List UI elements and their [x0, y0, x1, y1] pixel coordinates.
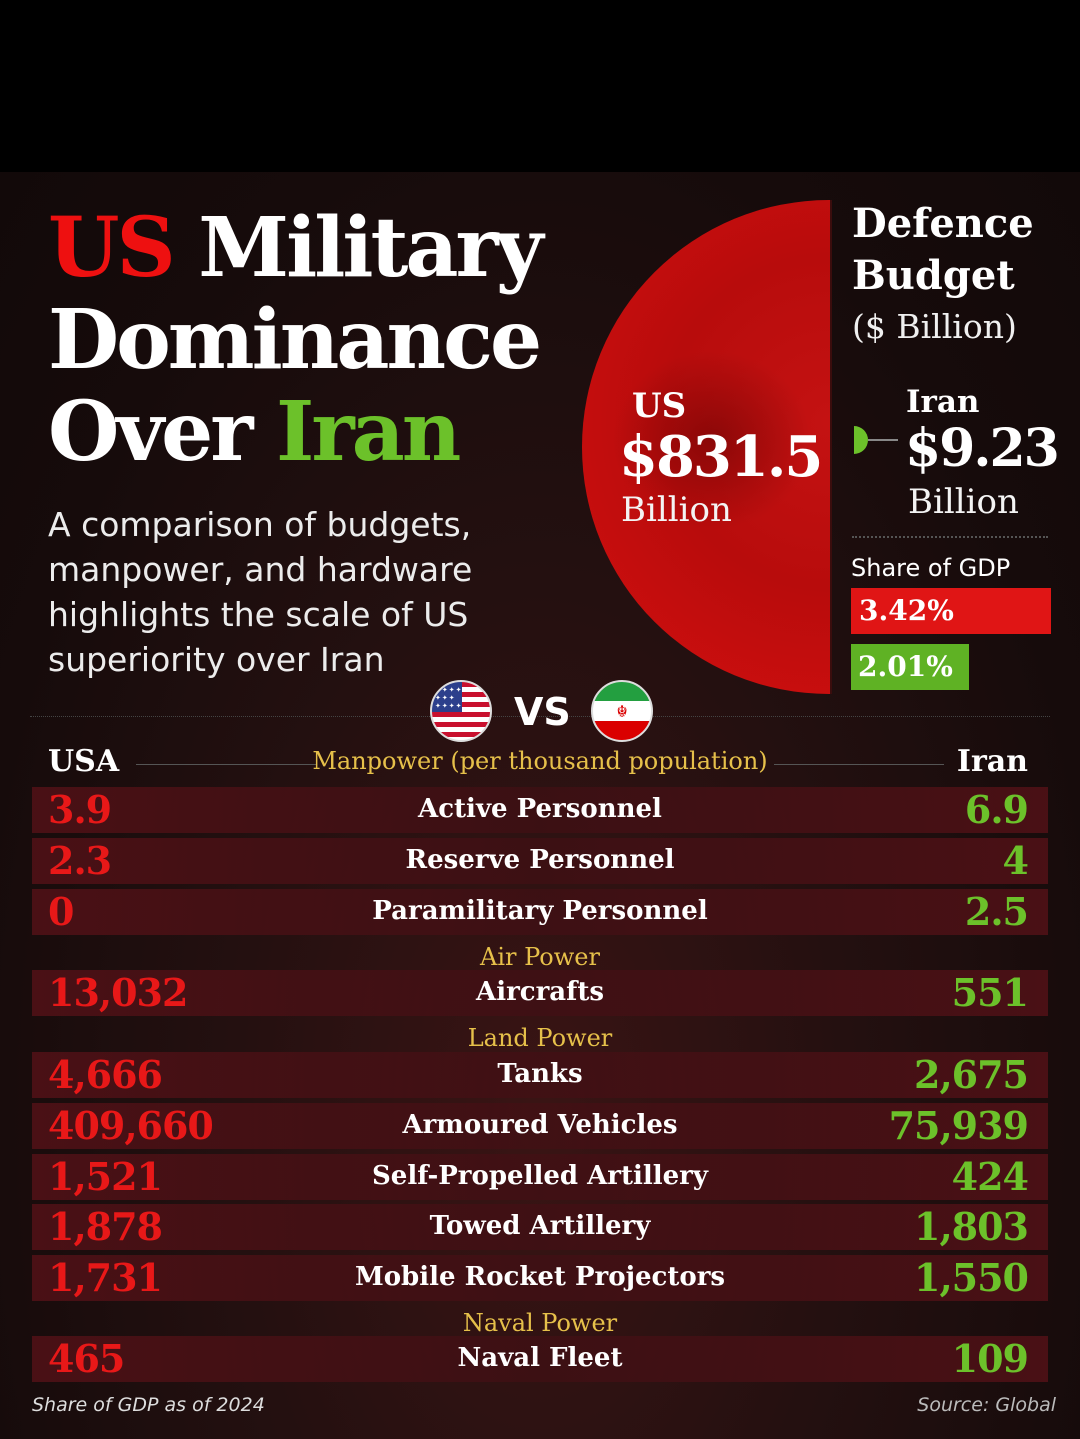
- budget-unit: ($ Billion): [852, 307, 1017, 346]
- footer-source: Source: Global: [917, 1394, 1056, 1416]
- iran-value: 75,939: [888, 1103, 1029, 1148]
- title-over: Over: [48, 384, 253, 480]
- budget-heading-text: Defence Budget: [852, 200, 1034, 299]
- table-row: 409,660 Armoured Vehicles 75,939: [32, 1103, 1048, 1149]
- title-line-3: Over Iran: [48, 386, 588, 478]
- row-label: Active Personnel: [418, 794, 662, 824]
- helicopter-silhouette-haze: [612, 350, 812, 530]
- vs-dotted-line: [30, 716, 1050, 717]
- iran-value: 2.5: [964, 889, 1029, 934]
- iran-flag-icon: ☬: [591, 680, 653, 742]
- row-label: Aircrafts: [476, 977, 604, 1007]
- section-land-power: Land Power: [467, 1024, 613, 1052]
- header-rule-right: [774, 764, 944, 765]
- table-row: 13,032 Aircrafts 551: [32, 970, 1048, 1016]
- table-row: 1,878 Towed Artillery 1,803: [32, 1204, 1048, 1250]
- row-label: Mobile Rocket Projectors: [354, 1262, 726, 1292]
- us-budget-value: $831.5: [619, 424, 823, 490]
- row-label: Naval Fleet: [457, 1343, 623, 1373]
- row-label: Reserve Personnel: [405, 845, 675, 875]
- section-manpower: Manpower (per thousand population): [312, 747, 768, 775]
- usa-value: 4,666: [48, 1052, 163, 1097]
- usa-value: 2.3: [48, 838, 112, 883]
- page-title: US Military Dominance Over Iran: [48, 202, 588, 478]
- table-header-iran: Iran: [956, 744, 1028, 779]
- row-label: Self-Propelled Artillery: [372, 1161, 708, 1191]
- section-naval-power: Naval Power: [462, 1309, 618, 1337]
- iran-value: 551: [951, 970, 1029, 1015]
- table-row: 4,666 Tanks 2,675: [32, 1052, 1048, 1098]
- title-us: US: [48, 200, 176, 296]
- row-label: Paramilitary Personnel: [372, 896, 708, 926]
- iran-value: 4: [1002, 838, 1029, 883]
- iran-value: 424: [951, 1154, 1029, 1199]
- iran-value: 2,675: [914, 1052, 1029, 1097]
- usa-value: 1,878: [48, 1204, 163, 1249]
- table-row: 465 Naval Fleet 109: [32, 1336, 1048, 1382]
- table-row: 1,521 Self-Propelled Artillery 424: [32, 1154, 1048, 1200]
- title-iran: Iran: [276, 384, 461, 480]
- usa-value: 1,731: [48, 1255, 163, 1300]
- us-budget-unit: Billion: [621, 490, 732, 530]
- us-budget-label: US: [632, 386, 687, 426]
- gdp-share-label: Share of GDP: [851, 554, 1011, 582]
- iran-value: 1,803: [914, 1204, 1029, 1249]
- infographic-poster: US Military Dominance Over Iran A compar…: [0, 172, 1080, 1439]
- usa-value: 3.9: [48, 787, 112, 832]
- table-row: 0 Paramilitary Personnel 2.5: [32, 889, 1048, 935]
- iran-value: 1,550: [914, 1255, 1029, 1300]
- title-military: Military: [198, 200, 543, 296]
- iran-budget-unit: Billion: [908, 482, 1019, 522]
- vs-label: VS: [514, 690, 571, 734]
- iran-budget-leader-line: [868, 439, 898, 441]
- iran-value: 6.9: [964, 787, 1029, 832]
- usa-value: 409,660: [48, 1103, 214, 1148]
- title-line-2: Dominance: [48, 292, 542, 388]
- row-label: Towed Artillery: [429, 1211, 651, 1241]
- usa-value: 465: [48, 1336, 125, 1381]
- budget-heading: Defence Budget: [852, 198, 1042, 302]
- table-header-usa: USA: [48, 744, 120, 779]
- header-rule-left: [136, 764, 316, 765]
- iran-budget-label: Iran: [906, 384, 980, 420]
- iran-value: 109: [951, 1336, 1029, 1381]
- table-row: 2.3 Reserve Personnel 4: [32, 838, 1048, 884]
- us-flag-icon: ✦✦✦✦ ✦✦✦ ✦✦✦✦: [430, 680, 492, 742]
- budget-divider: [830, 200, 832, 694]
- usa-value: 1,521: [48, 1154, 163, 1199]
- iran-budget-value: $9.23: [905, 418, 1060, 479]
- usa-value: 13,032: [48, 970, 188, 1015]
- section-air-power: Air Power: [480, 943, 600, 971]
- title-line-1: US Military: [48, 202, 588, 294]
- usa-value: 0: [48, 889, 74, 934]
- iran-budget-marker-icon: [854, 426, 868, 454]
- budget-dotted-separator: [852, 536, 1048, 538]
- table-row: 3.9 Active Personnel 6.9: [32, 787, 1048, 833]
- gdp-us-bar: 3.42%: [851, 588, 1051, 634]
- footer-note: Share of GDP as of 2024: [32, 1394, 265, 1416]
- table-row: 1,731 Mobile Rocket Projectors 1,550: [32, 1255, 1048, 1301]
- row-label: Tanks: [497, 1059, 583, 1089]
- subtitle: A comparison of budgets, manpower, and h…: [48, 505, 473, 679]
- gdp-iran-bar: 2.01%: [851, 644, 969, 690]
- row-label: Armoured Vehicles: [402, 1110, 678, 1140]
